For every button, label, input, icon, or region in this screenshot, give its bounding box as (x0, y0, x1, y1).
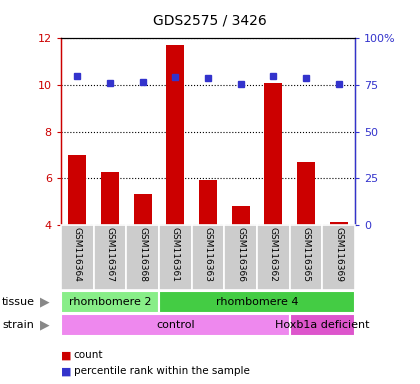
Text: GSM116369: GSM116369 (334, 227, 343, 282)
Bar (322, 225, 355, 290)
Bar (330, 222, 348, 225)
Text: GSM116366: GSM116366 (236, 227, 245, 282)
Text: Hoxb1a deficient: Hoxb1a deficient (275, 320, 370, 330)
Bar (61, 291, 159, 313)
Bar (289, 225, 322, 290)
Text: GSM116363: GSM116363 (203, 227, 213, 282)
Bar (289, 314, 355, 336)
Bar (257, 225, 289, 290)
Text: GDS2575 / 3426: GDS2575 / 3426 (153, 13, 267, 27)
Bar (166, 45, 184, 225)
Text: GSM116362: GSM116362 (269, 227, 278, 282)
Bar (192, 225, 224, 290)
Bar (126, 225, 159, 290)
Text: GSM116368: GSM116368 (138, 227, 147, 282)
Text: ■: ■ (61, 366, 71, 376)
Bar (61, 314, 289, 336)
Bar (264, 83, 282, 225)
Text: control: control (156, 320, 194, 330)
Text: GSM116361: GSM116361 (171, 227, 180, 282)
Bar (134, 194, 152, 225)
Text: ▶: ▶ (40, 296, 50, 308)
Text: GSM116367: GSM116367 (105, 227, 114, 282)
Bar (224, 225, 257, 290)
Text: strain: strain (2, 320, 34, 330)
Text: tissue: tissue (2, 297, 35, 307)
Bar (231, 206, 249, 225)
Text: count: count (74, 350, 103, 360)
Bar (101, 172, 119, 225)
Bar (159, 225, 192, 290)
Text: ■: ■ (61, 350, 71, 360)
Text: rhombomere 2: rhombomere 2 (68, 297, 151, 307)
Bar (68, 155, 86, 225)
Text: rhombomere 4: rhombomere 4 (215, 297, 298, 307)
Text: percentile rank within the sample: percentile rank within the sample (74, 366, 249, 376)
Bar (199, 180, 217, 225)
Bar (61, 225, 94, 290)
Text: GSM116364: GSM116364 (73, 227, 82, 282)
Bar (159, 291, 355, 313)
Bar (297, 162, 315, 225)
Text: ▶: ▶ (40, 319, 50, 331)
Text: GSM116365: GSM116365 (302, 227, 310, 282)
Bar (94, 225, 126, 290)
